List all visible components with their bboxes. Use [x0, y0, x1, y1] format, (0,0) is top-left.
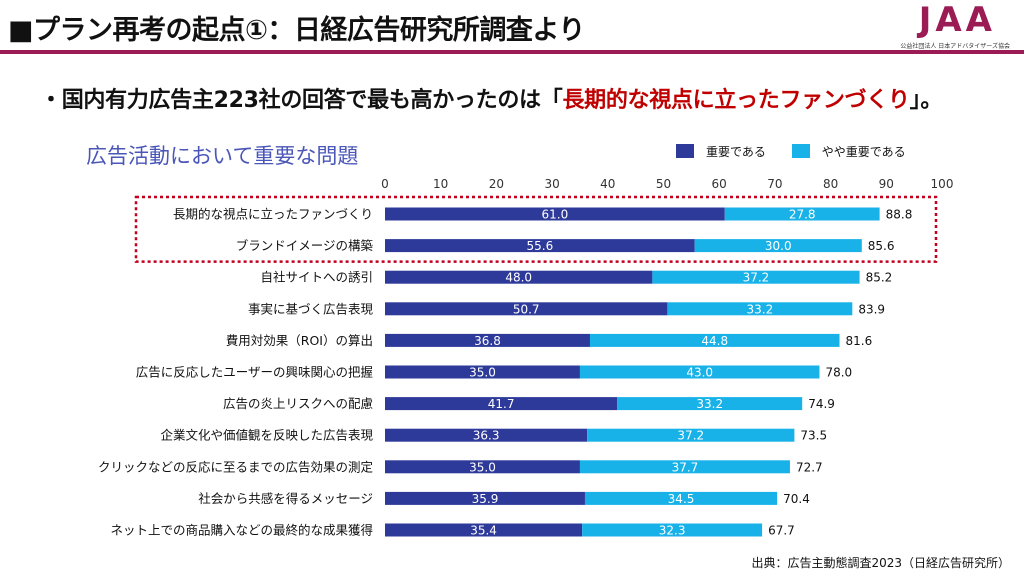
bar-somewhat-important: [652, 270, 860, 284]
bar-important: [385, 460, 580, 474]
total-label: 74.9: [808, 397, 835, 411]
bar-important: [385, 302, 668, 316]
x-tick-label: 90: [879, 177, 894, 191]
bar-important: [385, 239, 695, 253]
category-label: 広告に反応したユーザーの興味関心の把握: [136, 365, 373, 380]
bar-somewhat-important: [667, 302, 853, 316]
category-label: 広告の炎上リスクへの配慮: [223, 396, 373, 411]
category-label: 長期的な視点に立ったファンづくり: [173, 207, 373, 222]
bar-somewhat-important: [584, 491, 778, 505]
bar-important: [385, 365, 580, 379]
total-label: 83.9: [858, 302, 885, 316]
data-label-somewhat-important: 37.2: [677, 429, 704, 443]
title-bar: ■プラン再考の起点①：日経広告研究所調査より JAA 公益社団法人 日本アドバタ…: [0, 0, 1024, 56]
total-label: 67.7: [768, 524, 795, 538]
data-label-somewhat-important: 27.8: [789, 208, 816, 222]
x-tick-label: 30: [544, 177, 559, 191]
legend-label-somewhat-important: やや重要である: [821, 145, 906, 159]
data-label-somewhat-important: 34.5: [668, 492, 695, 506]
legend-item-somewhat-important: やや重要である: [791, 143, 906, 160]
legend-swatch-important: [676, 144, 694, 158]
key-finding-suffix: 」。: [909, 88, 943, 113]
total-label: 73.5: [800, 429, 827, 443]
total-label: 78.0: [825, 366, 852, 380]
category-label: 企業文化や価値観を反映した広告表現: [160, 428, 373, 443]
jaa-logo: JAA 公益社団法人 日本アドバタイザーズ協会: [880, 0, 1010, 50]
category-label: 自社サイトへの誘引: [260, 270, 373, 285]
data-label-important: 36.3: [473, 429, 500, 443]
data-label-important: 55.6: [526, 239, 553, 253]
data-label-important: 36.8: [474, 334, 501, 348]
category-label: 費用対効果（ROI）の算出: [226, 333, 373, 348]
total-label: 88.8: [886, 208, 913, 222]
key-finding-prefix: ・国内有力広告主223社の回答で最も高かったのは「: [40, 88, 563, 113]
category-label: クリックなどの反応に至るまでの広告効果の測定: [98, 459, 373, 474]
total-label: 85.2: [866, 271, 893, 285]
bar-important: [385, 397, 618, 411]
x-tick-label: 100: [931, 177, 954, 191]
chart-title: 広告活動において重要な問題: [86, 144, 359, 168]
key-finding-highlight: 長期的な視点に立ったファンづくり: [562, 88, 910, 113]
bar-somewhat-important: [694, 239, 862, 253]
total-label: 72.7: [796, 460, 823, 474]
total-label: 85.6: [868, 239, 895, 253]
x-tick-label: 10: [433, 177, 448, 191]
total-label: 81.6: [846, 334, 873, 348]
data-label-somewhat-important: 30.0: [765, 239, 792, 253]
bar-somewhat-important: [579, 460, 790, 474]
data-label-somewhat-important: 37.2: [743, 271, 770, 285]
data-label-somewhat-important: 44.8: [701, 334, 728, 348]
source-note: 出典：広告主動態調査2023（日経広告研究所）: [751, 556, 1010, 570]
title-divider: [0, 50, 1024, 54]
bar-somewhat-important: [617, 397, 803, 411]
total-label: 70.4: [783, 492, 810, 506]
bar-somewhat-important: [587, 428, 795, 442]
legend-swatch-somewhat-important: [791, 144, 810, 158]
bar-important: [385, 428, 588, 442]
data-label-important: 41.7: [488, 397, 515, 411]
data-label-somewhat-important: 37.7: [672, 460, 699, 474]
bar-somewhat-important: [589, 333, 840, 347]
data-label-important: 61.0: [542, 208, 569, 222]
data-label-somewhat-important: 33.2: [696, 397, 723, 411]
bar-important: [385, 270, 653, 284]
category-label: ネット上での商品購入などの最終的な成果獲得: [110, 523, 373, 538]
bar-important: [385, 491, 585, 505]
bar-somewhat-important: [582, 523, 763, 537]
slide-title: ■プラン再考の起点①：日経広告研究所調査より: [8, 15, 585, 46]
data-label-somewhat-important: 32.3: [659, 524, 686, 538]
data-label-somewhat-important: 43.0: [686, 366, 713, 380]
legend-label-important: 重要である: [706, 145, 766, 159]
bar-somewhat-important: [579, 365, 820, 379]
data-label-important: 35.0: [469, 460, 496, 474]
x-tick-label: 80: [823, 177, 838, 191]
data-label-important: 35.9: [472, 492, 499, 506]
key-finding: ・国内有力広告主223社の回答で最も高かったのは「長期的な視点に立ったファンづく…: [40, 82, 942, 114]
bar-important: [385, 207, 725, 221]
bar-somewhat-important: [724, 207, 880, 221]
data-label-somewhat-important: 33.2: [747, 302, 774, 316]
legend-item-important: 重要である: [676, 143, 766, 160]
x-tick-label: 20: [489, 177, 504, 191]
data-label-important: 35.4: [470, 524, 497, 538]
bar-important: [385, 523, 583, 537]
x-tick-label: 70: [767, 177, 782, 191]
data-label-important: 50.7: [513, 302, 540, 316]
logo-mark: JAA: [918, 0, 996, 40]
x-tick-label: 50: [656, 177, 671, 191]
bar-important: [385, 333, 590, 347]
category-label: 社会から共感を得るメッセージ: [198, 491, 373, 506]
data-label-important: 35.0: [469, 366, 496, 380]
logo-subtitle: 公益社団法人 日本アドバタイザーズ協会: [900, 43, 1010, 50]
x-tick-label: 0: [381, 177, 389, 191]
category-label: 事実に基づく広告表現: [248, 301, 374, 316]
chart-legend: 重要である やや重要である: [676, 143, 928, 160]
x-tick-label: 40: [600, 177, 615, 191]
x-tick-label: 60: [712, 177, 727, 191]
data-label-important: 48.0: [505, 271, 532, 285]
category-label: ブランドイメージの構築: [236, 238, 374, 253]
